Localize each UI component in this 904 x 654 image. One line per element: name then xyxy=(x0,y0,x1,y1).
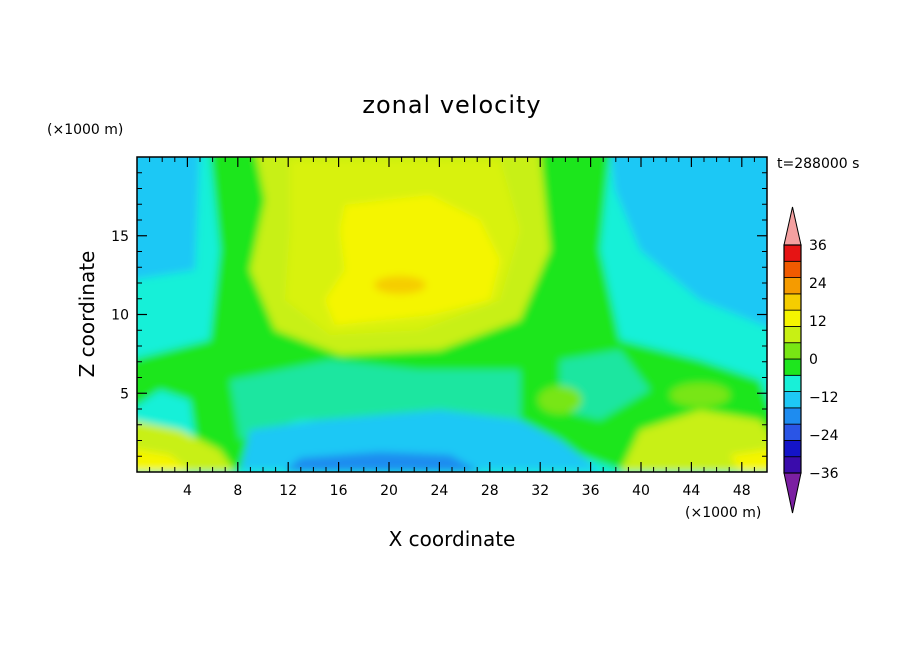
x-tick-label: 40 xyxy=(632,483,650,499)
x-tick-label: 16 xyxy=(330,483,348,499)
y-ticks: 5 10 15 xyxy=(111,172,767,457)
x-unit-label: (×1000 m) xyxy=(685,505,761,521)
x-ticks: 4 8 12 16 20 24 28 32 36 40 44 48 xyxy=(149,157,755,499)
x-tick-label: 20 xyxy=(380,483,398,499)
contour-field xyxy=(137,157,767,472)
x-tick-label: 12 xyxy=(279,483,297,499)
chart-title: zonal velocity xyxy=(362,91,541,119)
colorbar-bottom-extension xyxy=(783,472,802,514)
colorbar-bin xyxy=(783,423,802,441)
colorbar-label: 12 xyxy=(809,314,827,330)
colorbar-bin xyxy=(783,260,802,278)
colorbar-label: −36 xyxy=(809,466,839,482)
colorbar-bin xyxy=(783,326,802,344)
time-label: t=288000 s xyxy=(777,156,859,172)
colorbar: 36 24 12 0 −12 −24 −36 xyxy=(783,206,839,514)
colorbar-bin xyxy=(783,456,802,474)
x-tick-label: 4 xyxy=(183,483,192,499)
colorbar-label: 0 xyxy=(809,352,818,368)
colorbar-bin xyxy=(783,277,802,295)
colorbar-label: 36 xyxy=(809,238,827,254)
colorbar-bin xyxy=(783,407,802,425)
y-tick-label: 15 xyxy=(111,229,129,245)
colorbar-label: −24 xyxy=(809,428,839,444)
x-tick-label: 28 xyxy=(481,483,499,499)
y-axis-label: Z coordinate xyxy=(75,251,99,378)
colorbar-bin xyxy=(783,244,802,262)
x-tick-label: 44 xyxy=(682,483,700,499)
y-unit-label: (×1000 m) xyxy=(47,122,123,138)
x-tick-label: 32 xyxy=(531,483,549,499)
x-tick-label: 48 xyxy=(733,483,751,499)
colorbar-label: −12 xyxy=(809,390,839,406)
x-tick-label: 36 xyxy=(582,483,600,499)
colorbar-bin xyxy=(783,358,802,376)
colorbar-bin xyxy=(783,374,802,392)
y-tick-label: 5 xyxy=(120,386,129,402)
x-axis-label: X coordinate xyxy=(389,527,516,551)
colorbar-label: 24 xyxy=(809,276,827,292)
colorbar-bin xyxy=(783,309,802,327)
colorbar-bin xyxy=(783,293,802,311)
y-tick-label: 10 xyxy=(111,308,129,324)
colorbar-frame xyxy=(783,244,802,474)
colorbar-bin xyxy=(783,342,802,360)
colorbar-bin xyxy=(783,440,802,458)
x-tick-label: 8 xyxy=(233,483,242,499)
colorbar-bin xyxy=(783,391,802,409)
colorbar-top-extension xyxy=(783,206,802,246)
x-tick-label: 24 xyxy=(430,483,448,499)
